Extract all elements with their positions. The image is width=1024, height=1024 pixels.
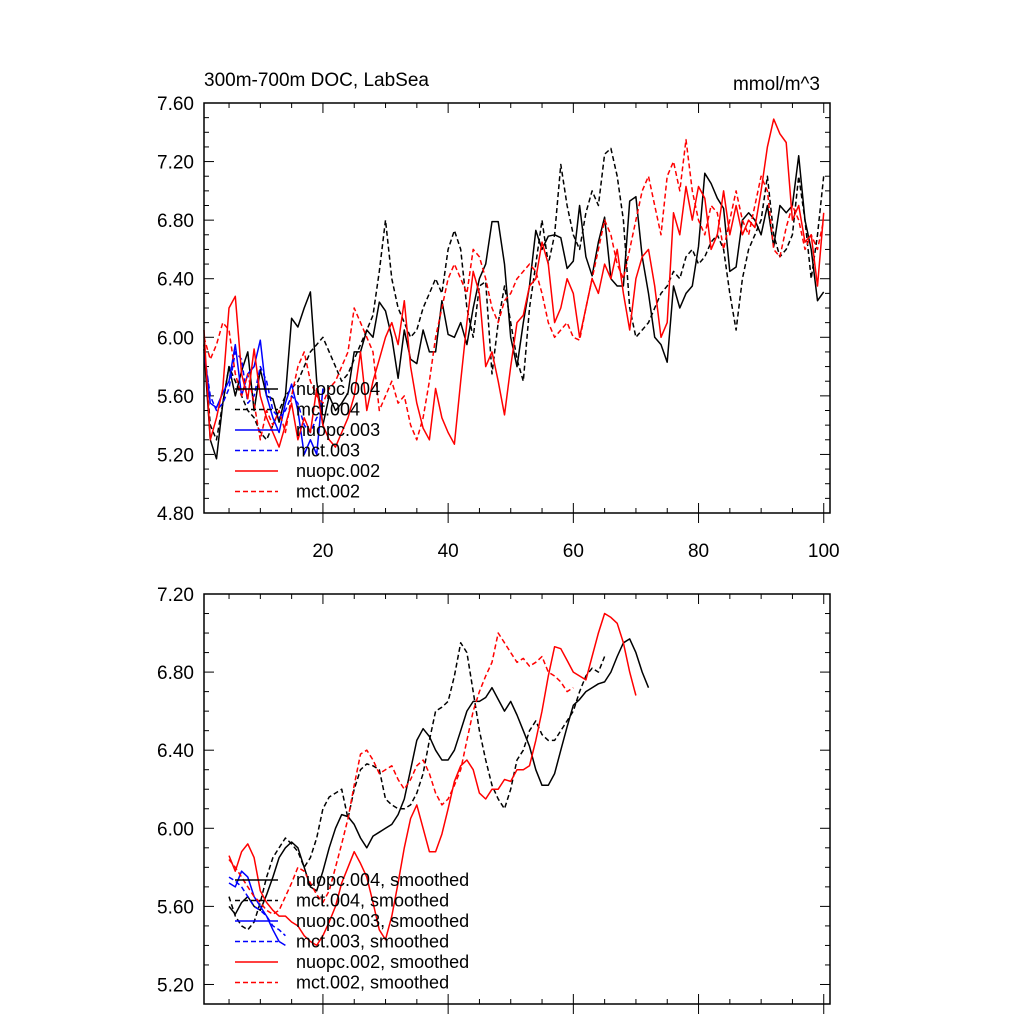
legend-label: mct.002 — [296, 482, 360, 502]
y-tick-label: 7.20 — [157, 585, 194, 606]
y-tick-label: 6.80 — [157, 211, 194, 232]
plot-frame — [203, 593, 831, 1005]
legend-label: mct.003, smoothed — [296, 932, 449, 952]
y-tick-label: 7.60 — [157, 94, 194, 115]
legend-label: mct.004, smoothed — [296, 891, 449, 911]
x-tick-label: 60 — [563, 541, 584, 562]
y-tick-label: 5.60 — [157, 387, 194, 408]
panel-bottom: 5.20 5.60 6.00 6.40 6.80 7.20 nuopc.004, smoo… — [157, 585, 831, 1014]
series-line-mct-003-smoothed — [228, 876, 286, 937]
series-line-nuopc-003 — [203, 339, 324, 456]
legend-label: nuopc.003 — [296, 420, 380, 440]
chart-title: 300m-700m DOC, LabSea — [204, 70, 429, 91]
plot-area — [203, 118, 825, 460]
y-tick-label: 4.80 — [157, 504, 194, 525]
legend-label: nuopc.002, smoothed — [296, 952, 469, 972]
axis-ticks: 4.80 5.20 5.60 6.00 6.40 6.80 7.20 7.60 20 40 60 80… — [157, 94, 840, 562]
series-line-nuopc-002 — [203, 118, 825, 448]
series-line-nuopc-004-smoothed — [228, 638, 650, 915]
series-line-mct-002 — [203, 138, 825, 441]
legend-label: nuopc.002 — [296, 461, 380, 481]
x-tick-label: 20 — [312, 541, 333, 562]
plot-area — [228, 612, 650, 947]
x-tick-label: 100 — [808, 541, 840, 562]
y-tick-label: 6.40 — [157, 270, 194, 291]
series-line-mct-004-smoothed — [228, 642, 606, 931]
series-line-nuopc-004 — [203, 154, 825, 460]
series-line-mct-003 — [203, 351, 324, 434]
y-tick-label: 6.00 — [157, 328, 194, 349]
legend-label: nuopc.004 — [296, 379, 380, 399]
y-tick-label: 6.40 — [157, 741, 194, 762]
plot-frame — [203, 102, 831, 514]
y-tick-label: 7.20 — [157, 153, 194, 174]
legend: nuopc.004mct.004nuopc.003mct.003nuopc.00… — [235, 379, 380, 502]
y-tick-label: 6.00 — [157, 819, 194, 840]
series-line-nuopc-003-smoothed — [228, 870, 286, 947]
legend-label: nuopc.004, smoothed — [296, 870, 469, 890]
legend-label: mct.002, smoothed — [296, 973, 449, 993]
y-tick-label: 5.20 — [157, 445, 194, 466]
series-line-nuopc-002-smoothed — [228, 612, 637, 947]
y-tick-label: 6.80 — [157, 663, 194, 684]
chart-units: mmol/m^3 — [733, 74, 820, 95]
series-line-mct-002-smoothed — [228, 632, 574, 915]
x-tick-label: 40 — [438, 541, 459, 562]
y-tick-label: 5.20 — [157, 975, 194, 996]
legend-label: mct.003 — [296, 441, 360, 461]
legend-label: mct.004 — [296, 400, 360, 420]
axis-ticks: 5.20 5.60 6.00 6.40 6.80 7.20 — [157, 585, 830, 1014]
panel-top: 300m-700m DOC, LabSea mmol/m^3 4.80 5.20 5… — [157, 70, 840, 562]
x-tick-label: 80 — [688, 541, 709, 562]
legend-label: nuopc.003, smoothed — [296, 911, 469, 931]
y-tick-label: 5.60 — [157, 897, 194, 918]
